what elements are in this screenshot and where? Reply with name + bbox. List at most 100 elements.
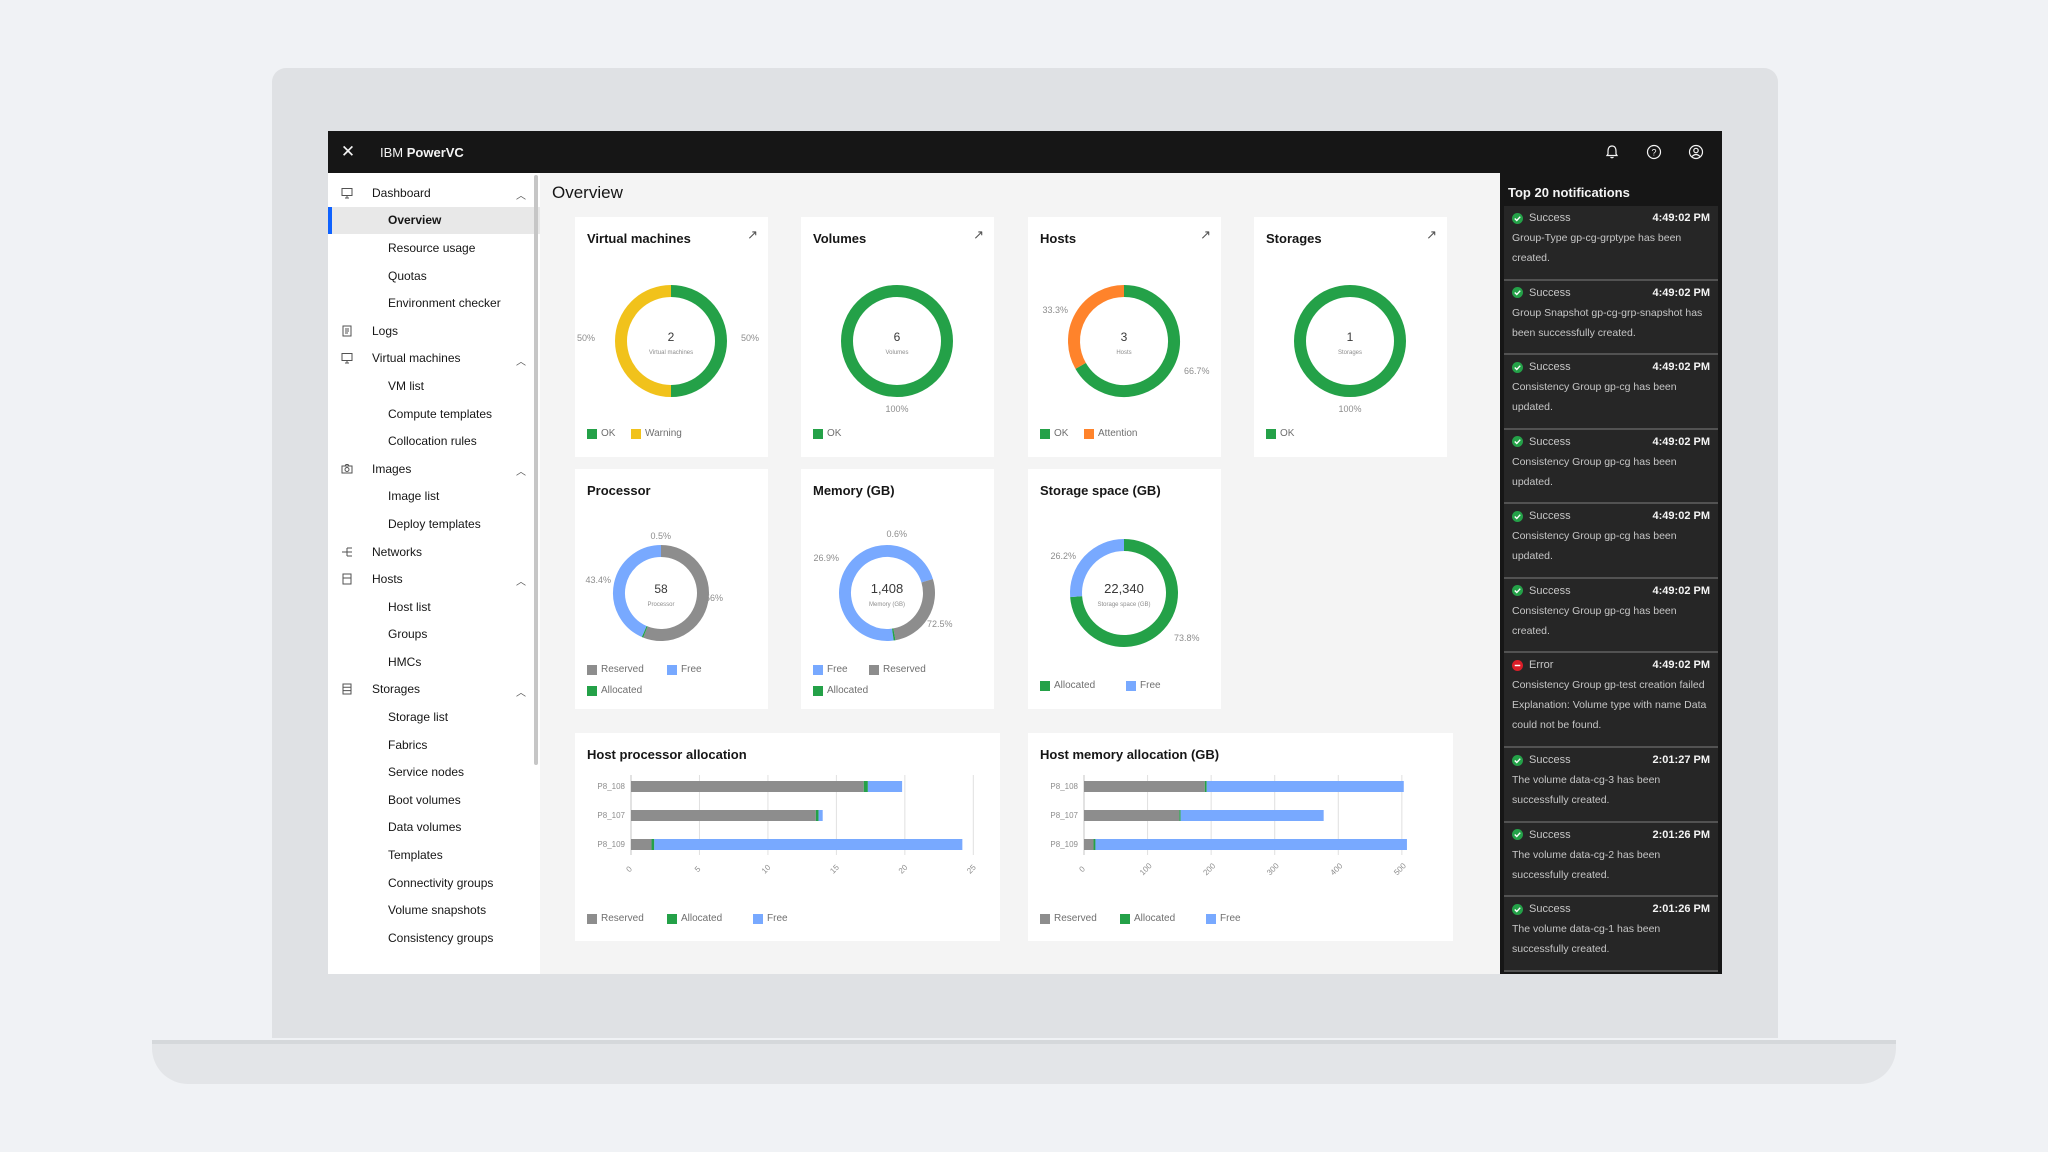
legend-swatch [1040, 428, 1050, 439]
notification-item[interactable]: Error 4:49:02 PM Consistency Group gp-test… [1504, 653, 1718, 748]
notification-item[interactable]: Success 2:01:26 PM The volume data-cg-2 ha… [1504, 822, 1718, 897]
legend-item-warning: Warning [631, 428, 682, 439]
donut-center-value: 58 [654, 582, 668, 596]
bar-segment-reserved [631, 781, 864, 792]
donut-chart: 66.7% 33.3% 3 Hosts [1042, 285, 1210, 397]
server-icon [340, 572, 354, 586]
tile-title: Memory (GB) [813, 483, 895, 498]
notification-item[interactable]: Success 4:49:02 PM Consistency Group gp-cg… [1504, 355, 1718, 430]
legend-item-free: Free [753, 913, 788, 924]
help-icon[interactable]: ? [1640, 138, 1668, 166]
sidebar-group-label: Virtual machines [372, 351, 461, 366]
sidebar-group-dashboard[interactable]: Dashboard ︿ [328, 179, 540, 207]
donut-center-value: 1,408 [871, 581, 904, 596]
notification-status: Success [1529, 903, 1571, 915]
sidebar-item-deploy-templates[interactable]: Deploy templates [388, 516, 481, 531]
sidebar-group-virtual-machines[interactable]: Virtual machines ︿ [328, 345, 540, 373]
sidebar-item-resource-usage[interactable]: Resource usage [388, 240, 476, 255]
sidebar-item-fabrics[interactable]: Fabrics [388, 737, 428, 752]
user-avatar-icon[interactable] [1682, 138, 1710, 166]
launch-icon[interactable]: ↗ [973, 227, 984, 242]
notification-item[interactable]: Success 4:49:02 PM Consistency Group gp-cg… [1504, 578, 1718, 653]
sidebar-item-data-volumes[interactable]: Data volumes [388, 820, 462, 835]
sidebar-item-consistency-groups[interactable]: Consistency groups [388, 930, 494, 945]
tile-hosts[interactable]: Hosts ↗ 66.7% 33.3% 3 Hosts OK Attention [1028, 217, 1221, 457]
sidebar-item-environment-checker[interactable]: Environment checker [388, 296, 501, 311]
donut-center-label: Memory (GB) [869, 602, 905, 608]
success-check-icon [1512, 287, 1523, 298]
sidebar-group-logs[interactable]: Logs [328, 317, 540, 345]
laptop-base [152, 1044, 1896, 1084]
legend-swatch [587, 685, 597, 696]
sidebar-item-groups[interactable]: Groups [388, 627, 428, 642]
legend-swatch [631, 428, 641, 439]
sidebar-scrollbar[interactable] [534, 175, 538, 765]
donut-center-value: 2 [668, 330, 675, 344]
legend-item-reserved: Reserved [587, 664, 644, 675]
tile-volumes[interactable]: Volumes ↗ 100% 6 Volumes OK [801, 217, 994, 457]
success-check-icon [1512, 903, 1523, 915]
legend-swatch [667, 913, 677, 924]
bar-segment-allocated [1179, 810, 1181, 821]
sidebar-item-service-nodes[interactable]: Service nodes [388, 765, 465, 780]
notification-time: 4:49:02 PM [1652, 361, 1710, 373]
launch-icon[interactable]: ↗ [1426, 227, 1437, 242]
notification-item[interactable]: Success 4:49:02 PM Consistency Group gp-cg… [1504, 504, 1718, 579]
notification-item[interactable]: Success 2:01:26 PM The volume data-cg-1 ha… [1504, 897, 1718, 972]
sidebar-item-host-list[interactable]: Host list [388, 599, 431, 614]
donut-slice-label: 0.6% [886, 529, 907, 539]
notification-time: 4:49:02 PM [1652, 584, 1710, 597]
storage-icon [340, 682, 354, 696]
sidebar-item-volume-snapshots[interactable]: Volume snapshots [388, 903, 487, 918]
tile-memory: Memory (GB) 72.5% 26.9% 0.6% 1,408 Memory (G… [801, 469, 994, 709]
x-tick-label: 5 [693, 864, 703, 874]
sidebar-item-vm-list[interactable]: VM list [388, 378, 424, 393]
close-icon[interactable]: ✕ [340, 142, 356, 161]
sidebar-item-boot-volumes[interactable]: Boot volumes [388, 792, 461, 807]
bar-chart: 0 5 10 15 20 25 P8_108 P8_107 P8_109 [597, 775, 978, 876]
legend-swatch [587, 664, 597, 675]
launch-icon[interactable]: ↗ [747, 227, 758, 242]
sidebar-group-storages[interactable]: Storages ︿ [328, 676, 540, 704]
x-tick-label: 0 [1077, 864, 1087, 874]
legend-label: Reserved [601, 913, 644, 924]
sidebar-item-hmcs[interactable]: HMCs [388, 654, 422, 669]
notification-item[interactable]: Success 4:49:02 PM Group Snapshot gp-cg-gr… [1504, 280, 1718, 355]
donut-chart: 72.5% 26.9% 0.6% 1,408 Memory (GB) [813, 529, 953, 641]
notification-item[interactable]: Success 2:01:27 PM The volume data-cg-3 ha… [1504, 748, 1718, 823]
notifications-title: Top 20 notifications [1508, 185, 1630, 200]
notification-item[interactable]: Success 4:49:02 PM Group-Type gp-cg-grptyp… [1504, 206, 1718, 281]
bar-segment-free [1206, 781, 1404, 792]
notification-time: 2:01:26 PM [1652, 903, 1710, 915]
legend-label: Free [1220, 913, 1241, 924]
bar-segment-reserved [1084, 839, 1094, 850]
tile-storages[interactable]: Storages ↗ 100% 1 Storages OK [1254, 217, 1447, 457]
sidebar-item-quotas[interactable]: Quotas [388, 268, 427, 283]
donut-slice-ok [670, 285, 727, 397]
sidebar-item-collocation-rules[interactable]: Collocation rules [388, 434, 477, 449]
sidebar-item-storage-list[interactable]: Storage list [388, 710, 449, 725]
notification-item[interactable]: Success 4:49:02 PM Consistency Group gp-cg… [1504, 429, 1718, 504]
donut-slice-attention [1068, 285, 1125, 369]
bar-segment-free [818, 810, 823, 821]
sidebar-group-hosts[interactable]: Hosts ︿ [328, 565, 540, 593]
sidebar-group-images[interactable]: Images ︿ [328, 455, 540, 483]
sidebar-item-image-list[interactable]: Image list [388, 489, 440, 504]
legend-label: Free [767, 913, 788, 924]
donut-slice-label: 26.9% [813, 553, 839, 563]
tile-virtual-machines[interactable]: Virtual machines ↗ 50% 50% 2 Virtual machin… [575, 217, 768, 457]
donut-slice-label: 72.5% [927, 619, 953, 629]
legend-label: OK [827, 428, 842, 439]
sidebar-item-overview[interactable]: Overview [328, 206, 540, 235]
sidebar-group-networks[interactable]: Networks [328, 538, 540, 566]
donut-slice-label: 43.4% [585, 575, 611, 585]
notification-status: Success [1529, 584, 1571, 597]
sidebar-item-connectivity-groups[interactable]: Connectivity groups [388, 875, 494, 890]
sidebar-item-templates[interactable]: Templates [388, 848, 443, 863]
notification-status: Success [1529, 828, 1571, 841]
notification-bell-icon[interactable] [1598, 138, 1626, 166]
success-check-icon [1512, 361, 1523, 373]
sidebar-item-compute-templates[interactable]: Compute templates [388, 406, 493, 421]
launch-icon[interactable]: ↗ [1200, 227, 1211, 242]
sidebar-nav: Dashboard ︿ Overview Resource usage Quot… [328, 173, 540, 974]
